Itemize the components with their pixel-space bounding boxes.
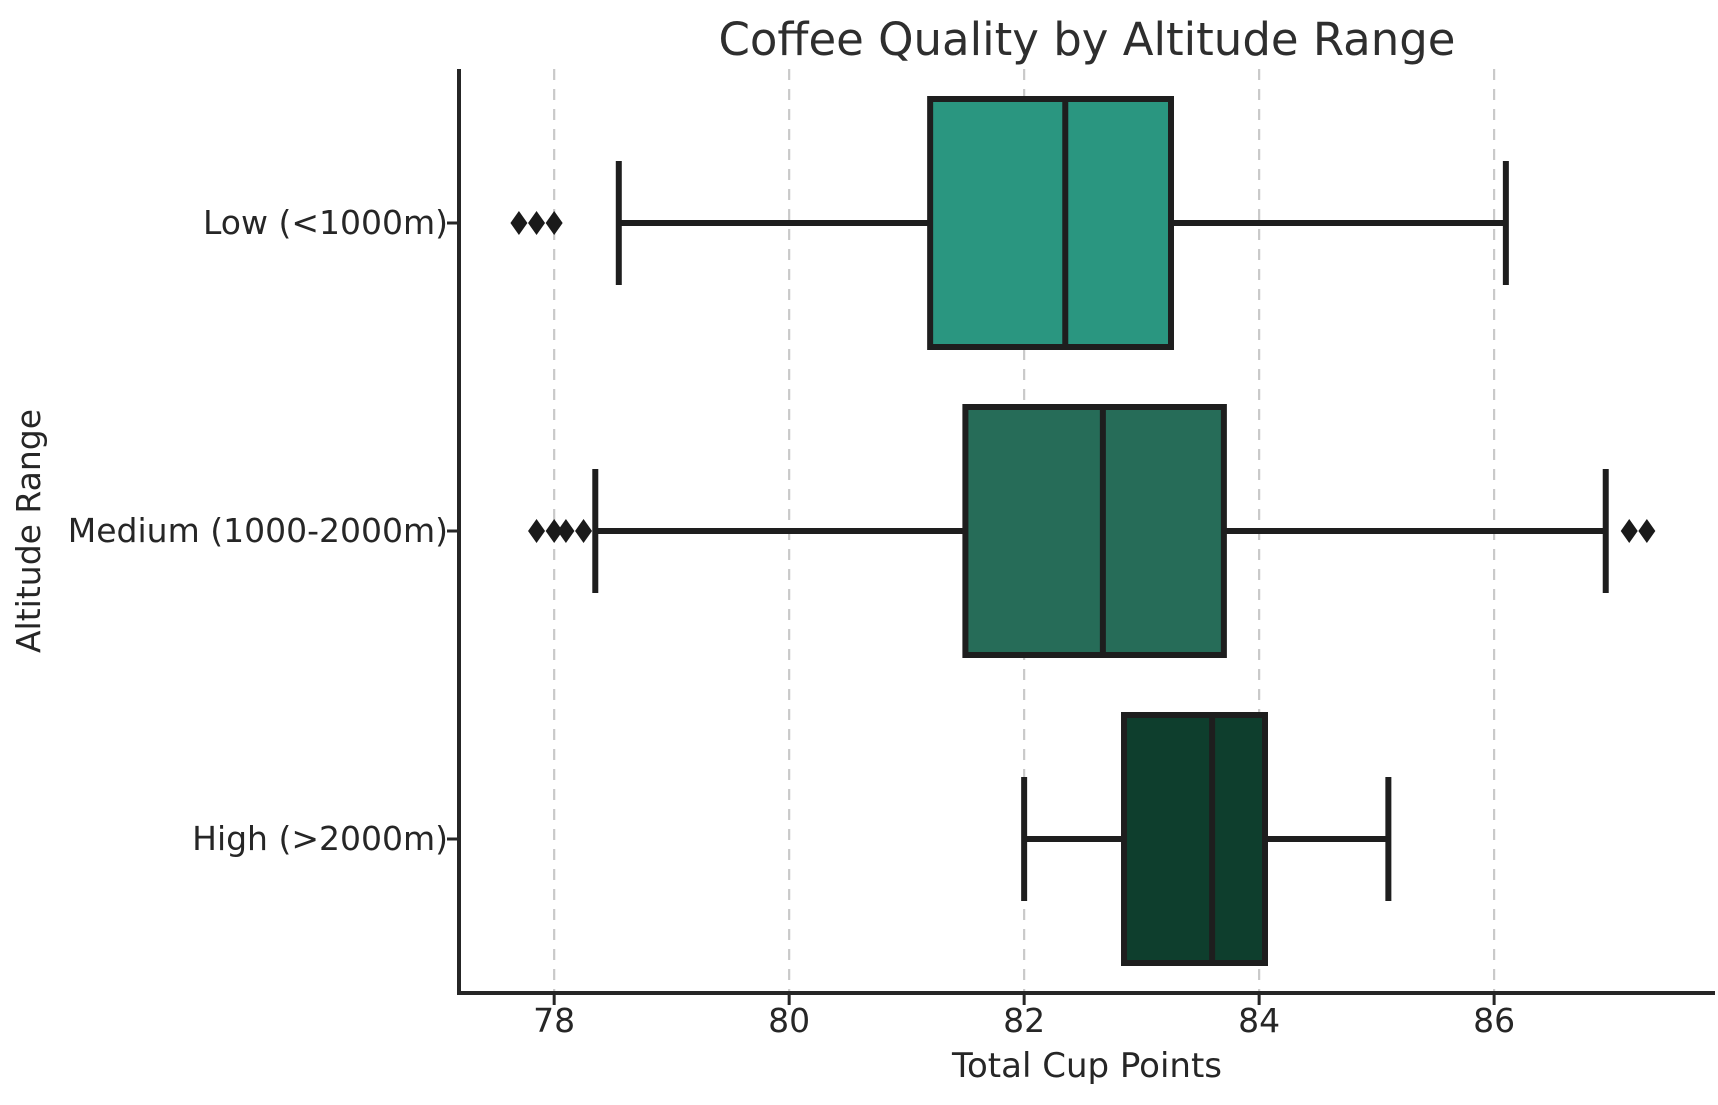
x-tick-label: 80	[768, 1001, 810, 1040]
axis-layer	[447, 69, 1715, 1005]
box-group	[510, 96, 1509, 350]
outlier-diamond	[557, 519, 575, 543]
x-tick-label: 78	[533, 1001, 575, 1040]
outlier-diamond	[528, 519, 546, 543]
x-tick-label: 82	[1003, 1001, 1045, 1040]
chart-title: Coffee Quality by Altitude Range	[718, 13, 1455, 66]
x-tick-marks	[552, 993, 1496, 1005]
data-layer	[510, 96, 1656, 966]
y-category-label: Medium (1000-2000m)	[68, 511, 448, 550]
outlier-diamond	[1638, 519, 1656, 543]
outlier-diamond	[545, 519, 563, 543]
x-axis-label: Total Cup Points	[951, 1046, 1222, 1086]
y-category-label: Low (<1000m)	[203, 203, 448, 242]
box-group	[528, 404, 1656, 658]
outlier-diamond	[528, 211, 546, 235]
box-group	[1021, 712, 1392, 966]
outlier-diamond	[1620, 519, 1638, 543]
box	[962, 404, 1227, 658]
box	[927, 96, 1175, 350]
x-tick-label: 86	[1473, 1001, 1515, 1040]
outlier-diamond	[545, 211, 563, 235]
y-axis-label: Altitude Range	[9, 409, 48, 653]
y-tick-marks	[447, 221, 459, 841]
box	[1121, 712, 1269, 966]
outlier-diamond	[510, 211, 528, 235]
y-category-labels: Low (<1000m) Medium (1000-2000m) High (>…	[68, 203, 448, 858]
y-category-label: High (>2000m)	[192, 819, 448, 858]
outlier-diamond	[575, 519, 593, 543]
x-tick-label: 84	[1238, 1001, 1280, 1040]
label-layer: Coffee Quality by Altitude Range Total C…	[9, 13, 1515, 1086]
x-tick-labels: 78 80 82 84 86	[533, 1001, 1515, 1040]
